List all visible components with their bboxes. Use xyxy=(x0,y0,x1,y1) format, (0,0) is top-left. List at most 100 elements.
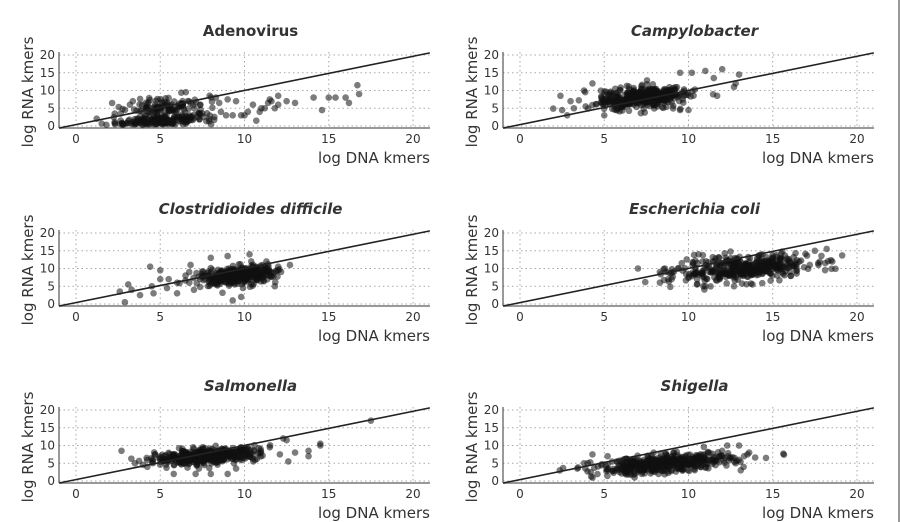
y-tick-label: 15 xyxy=(484,421,499,435)
scatter-point xyxy=(780,451,788,459)
y-tick-label: 10 xyxy=(484,262,499,276)
scatter-point xyxy=(823,245,830,253)
scatter-point xyxy=(668,275,675,283)
scatter-point xyxy=(222,112,230,119)
scatter-point xyxy=(713,277,721,284)
scatter-point xyxy=(618,96,625,103)
y-axis-label: log RNA kmers xyxy=(463,36,481,147)
scatter-point xyxy=(589,80,596,87)
scatter-point xyxy=(705,465,712,472)
scatter-point xyxy=(630,101,637,108)
scatter-point xyxy=(669,105,677,112)
x-tick-label: 20 xyxy=(849,487,864,501)
y-tick-label: 15 xyxy=(40,244,55,258)
scatter-point xyxy=(814,259,822,267)
panel-title: Shigella xyxy=(661,377,729,395)
scatter-point xyxy=(751,454,759,461)
y-tick-label: 5 xyxy=(491,279,499,293)
scatter-point xyxy=(745,449,753,456)
scatter-point xyxy=(187,261,194,269)
scatter-point xyxy=(126,101,134,108)
scatter-point xyxy=(138,101,146,109)
scatter-point xyxy=(683,256,690,263)
scatter-point xyxy=(667,283,674,291)
scatter-point xyxy=(156,275,164,283)
scatter-point xyxy=(697,463,704,471)
scatter-point xyxy=(673,448,681,456)
scatter-point xyxy=(187,114,194,121)
scatter-point xyxy=(720,457,727,464)
scatter-point xyxy=(212,442,220,450)
scatter-point xyxy=(818,252,825,260)
scatter-point xyxy=(154,112,161,120)
scatter-point xyxy=(232,465,240,472)
y-tick-label: 5 xyxy=(47,456,55,470)
scatter-point xyxy=(558,106,566,114)
scatter-point xyxy=(634,265,642,272)
scatter-point xyxy=(756,264,763,272)
scatter-point xyxy=(237,260,244,268)
panel-escherichia-coli: Escherichia coli 0 5 10 15 20 0 5 10 15 20 log DNA … xyxy=(463,200,874,345)
y-tick-label: 20 xyxy=(484,226,499,240)
x-tick-label: 20 xyxy=(405,310,420,324)
scatter-point xyxy=(821,266,829,274)
scatter-point xyxy=(718,65,726,73)
scatter-point xyxy=(152,97,160,105)
scatter-point xyxy=(305,452,312,460)
scatter-point xyxy=(677,455,685,463)
y-axis-label: log RNA kmers xyxy=(463,214,481,325)
scatter-point xyxy=(246,283,254,291)
x-tick-label: 10 xyxy=(681,132,696,146)
scatter-point xyxy=(266,443,274,451)
scatter-point xyxy=(737,467,745,474)
scatter-point xyxy=(758,279,766,287)
scatter-point xyxy=(640,101,647,108)
scatter-point xyxy=(249,101,257,108)
y-tick-label: 5 xyxy=(491,101,499,115)
scatter-point xyxy=(656,279,664,286)
scatter-point xyxy=(219,289,226,297)
y-tick-label: 10 xyxy=(40,439,55,453)
scatter-point xyxy=(589,451,596,458)
x-axis-label: log DNA kmers xyxy=(762,149,874,167)
scatter-point xyxy=(634,462,641,470)
scatter-point xyxy=(274,273,281,280)
scatter-point xyxy=(257,445,264,453)
y-tick-label: 10 xyxy=(484,84,499,98)
scatter-point xyxy=(781,272,788,279)
scatter-point xyxy=(224,470,231,478)
scatter-point xyxy=(243,445,250,453)
scatter-point xyxy=(724,452,732,460)
scatter-point xyxy=(192,470,199,478)
panel-adenovirus: Adenovirus 0 5 10 15 20 0 5 10 15 20 log DNA kmers l… xyxy=(19,22,430,167)
scatter-point xyxy=(257,278,265,285)
scatter-point xyxy=(215,99,223,107)
scatter-point xyxy=(735,71,743,78)
scatter-point xyxy=(605,97,613,104)
y-tick-label: 0 xyxy=(491,474,499,488)
scatter-point xyxy=(723,280,730,287)
scatter-point xyxy=(718,447,726,455)
scatter-point xyxy=(310,94,317,101)
scatter-point xyxy=(136,95,144,103)
x-tick-label: 5 xyxy=(600,310,608,324)
scatter-point xyxy=(207,254,215,262)
x-tick-label: 5 xyxy=(156,310,164,324)
scatter-point xyxy=(317,442,324,449)
scatter-point xyxy=(778,262,786,269)
x-axis-label: log DNA kmers xyxy=(318,149,430,167)
scatter-point xyxy=(318,106,326,114)
scatter-point xyxy=(249,458,257,465)
scatter-point xyxy=(648,88,656,96)
x-tick-label: 20 xyxy=(849,310,864,324)
scatter-point xyxy=(182,88,190,96)
panel-title: Escherichia coli xyxy=(629,200,761,218)
x-tick-label: 15 xyxy=(321,132,336,146)
scatter-point xyxy=(214,266,222,274)
scatter-point xyxy=(163,284,171,292)
scatter-point xyxy=(108,99,116,107)
scatter-point xyxy=(209,104,216,112)
scatter-point xyxy=(695,251,702,258)
scatter-point xyxy=(828,258,836,265)
